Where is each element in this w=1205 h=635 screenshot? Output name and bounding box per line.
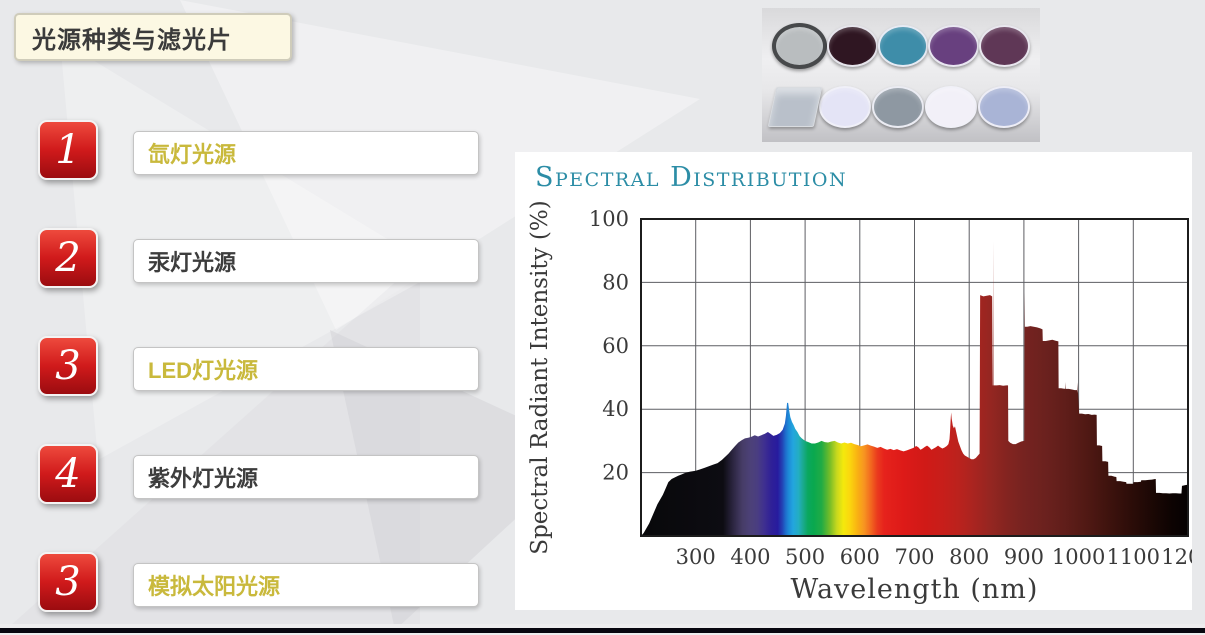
svg-text:Spectral Radiant Intensity (%): Spectral Radiant Intensity (%): [527, 200, 553, 554]
svg-text:300: 300: [676, 545, 716, 569]
teal-filter: [877, 24, 929, 67]
list-item-3: 3 LED灯光源: [38, 336, 488, 398]
svg-text:80: 80: [602, 270, 629, 294]
item-number-badge: 3: [38, 336, 98, 396]
purple-filter: [928, 24, 980, 67]
filters-photo: [762, 8, 1040, 142]
svg-text:1200: 1200: [1161, 545, 1192, 569]
dark-magenta-filter: [826, 24, 878, 67]
svg-text:1000: 1000: [1052, 545, 1105, 569]
svg-text:500: 500: [785, 545, 825, 569]
white-filter: [925, 85, 977, 128]
item-label: LED灯光源: [133, 347, 479, 391]
filters-bottom-row: [767, 85, 1030, 128]
glass-plate: [767, 86, 823, 127]
item-number-badge: 1: [38, 120, 98, 180]
svg-text:100: 100: [589, 207, 629, 231]
svg-text:700: 700: [894, 545, 934, 569]
list-item-4: 4 紫外灯光源: [38, 444, 488, 506]
svg-text:40: 40: [602, 397, 629, 421]
svg-text:400: 400: [730, 545, 770, 569]
chart-title: Spectral Distribution: [535, 162, 848, 193]
chart-plot: 20 40 60 80 100 300 400 500 600 700 800 900 1000 1100…: [527, 200, 1192, 605]
svg-text:800: 800: [949, 545, 989, 569]
svg-text:1100: 1100: [1107, 545, 1160, 569]
item-label: 汞灯光源: [133, 239, 479, 283]
pale-lavender-filter: [819, 85, 871, 128]
filters-top-row: [772, 22, 1030, 69]
spectral-distribution-chart: Spectral Distribution 20 40 60 80 100 300 400 5…: [515, 152, 1192, 610]
svg-text:20: 20: [602, 461, 629, 485]
svg-text:900: 900: [1004, 545, 1044, 569]
item-label: 模拟太阳光源: [133, 563, 479, 607]
item-number-badge: 2: [38, 228, 98, 288]
item-label: 氙灯光源: [133, 131, 479, 175]
slide-title: 光源种类与滤光片: [14, 13, 292, 61]
svg-text:60: 60: [602, 334, 629, 358]
bottom-bar: [0, 628, 1205, 633]
item-label: 紫外灯光源: [133, 455, 479, 499]
list-item-2: 2 汞灯光源: [38, 228, 488, 290]
gray-blue-filter: [872, 85, 924, 128]
light-blue-filter: [978, 85, 1030, 128]
item-number-badge: 4: [38, 444, 98, 504]
svg-text:600: 600: [840, 545, 880, 569]
gray-nd-filter: [772, 22, 827, 69]
svg-text:Wavelength (nm): Wavelength (nm): [791, 574, 1039, 605]
list-item-5: 3 模拟太阳光源: [38, 552, 488, 614]
plum-filter: [979, 24, 1030, 67]
item-number-badge: 3: [38, 552, 98, 612]
list-item-1: 1 氙灯光源: [38, 120, 488, 182]
